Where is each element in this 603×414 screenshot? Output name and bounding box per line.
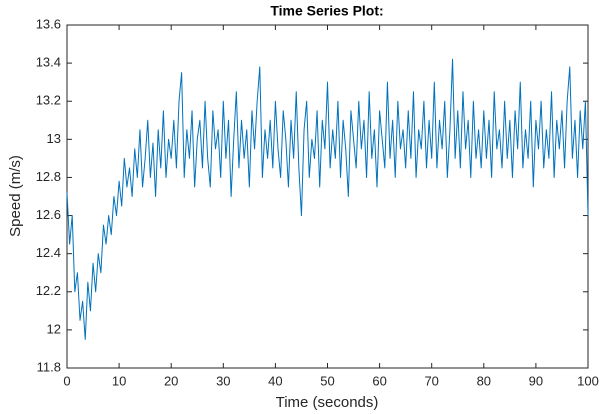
y-tick-label: 11.8 xyxy=(37,359,61,374)
y-tick-label: 12.2 xyxy=(36,283,61,298)
x-tick-label: 50 xyxy=(320,373,334,388)
data-line xyxy=(66,58,589,340)
x-tick-label: 90 xyxy=(529,373,543,388)
y-axis-label: Speed (m/s) xyxy=(7,155,24,237)
x-tick-label: 70 xyxy=(424,373,438,388)
y-tick-label: 13.6 xyxy=(36,16,61,31)
y-tick-label: 12.4 xyxy=(36,245,61,260)
x-tick-label: 60 xyxy=(372,373,386,388)
y-tick-label: 12.8 xyxy=(36,169,61,184)
x-tick-label: 10 xyxy=(112,373,126,388)
y-tick-label: 12.6 xyxy=(36,207,61,222)
chart-title: Time Series Plot: xyxy=(270,3,383,19)
y-tick-label: 13.4 xyxy=(36,55,61,70)
y-tick-label: 12 xyxy=(47,321,61,336)
x-tick-label: 20 xyxy=(164,373,178,388)
y-tick-label: 13 xyxy=(47,131,61,146)
y-tick-label: 13.2 xyxy=(36,93,61,108)
x-axis-label: Time (seconds) xyxy=(276,394,379,411)
x-tick-label: 100 xyxy=(577,373,599,388)
x-tick-label: 30 xyxy=(216,373,230,388)
x-tick-label: 80 xyxy=(477,373,491,388)
x-tick-label: 40 xyxy=(268,373,282,388)
x-tick-label: 0 xyxy=(63,373,70,388)
